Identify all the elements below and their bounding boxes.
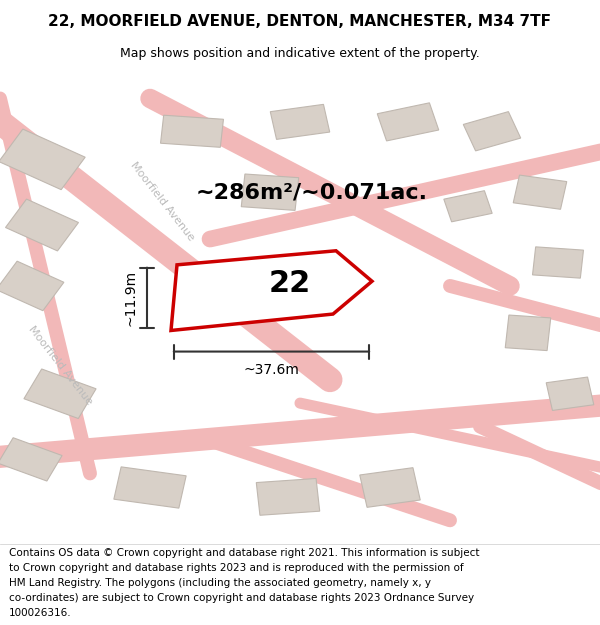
- Polygon shape: [360, 468, 420, 508]
- Polygon shape: [171, 251, 372, 331]
- Polygon shape: [114, 467, 186, 508]
- Text: Contains OS data © Crown copyright and database right 2021. This information is : Contains OS data © Crown copyright and d…: [9, 548, 479, 558]
- Text: ~11.9m: ~11.9m: [124, 269, 138, 326]
- Polygon shape: [24, 369, 96, 419]
- Text: to Crown copyright and database rights 2023 and is reproduced with the permissio: to Crown copyright and database rights 2…: [9, 563, 464, 573]
- Polygon shape: [0, 129, 85, 189]
- Text: HM Land Registry. The polygons (including the associated geometry, namely x, y: HM Land Registry. The polygons (includin…: [9, 578, 431, 588]
- Polygon shape: [161, 115, 223, 148]
- Polygon shape: [377, 103, 439, 141]
- Text: ~286m²/~0.071ac.: ~286m²/~0.071ac.: [196, 182, 428, 203]
- Polygon shape: [533, 247, 583, 278]
- Polygon shape: [0, 438, 62, 481]
- Text: Moorfield Avenue: Moorfield Avenue: [26, 324, 94, 407]
- Polygon shape: [256, 479, 320, 515]
- Text: co-ordinates) are subject to Crown copyright and database rights 2023 Ordnance S: co-ordinates) are subject to Crown copyr…: [9, 593, 474, 603]
- Polygon shape: [463, 112, 521, 151]
- Polygon shape: [513, 175, 567, 209]
- Text: ~37.6m: ~37.6m: [244, 363, 299, 378]
- Text: Map shows position and indicative extent of the property.: Map shows position and indicative extent…: [120, 48, 480, 61]
- Polygon shape: [270, 104, 330, 139]
- Polygon shape: [546, 377, 594, 411]
- Text: 100026316.: 100026316.: [9, 608, 71, 618]
- Polygon shape: [5, 199, 79, 251]
- Text: 22: 22: [269, 269, 311, 298]
- Polygon shape: [505, 315, 551, 351]
- Polygon shape: [241, 174, 299, 211]
- Text: Moorfield Avenue: Moorfield Avenue: [128, 160, 196, 243]
- Text: 22, MOORFIELD AVENUE, DENTON, MANCHESTER, M34 7TF: 22, MOORFIELD AVENUE, DENTON, MANCHESTER…: [49, 14, 551, 29]
- Polygon shape: [0, 261, 64, 311]
- Polygon shape: [444, 191, 492, 222]
